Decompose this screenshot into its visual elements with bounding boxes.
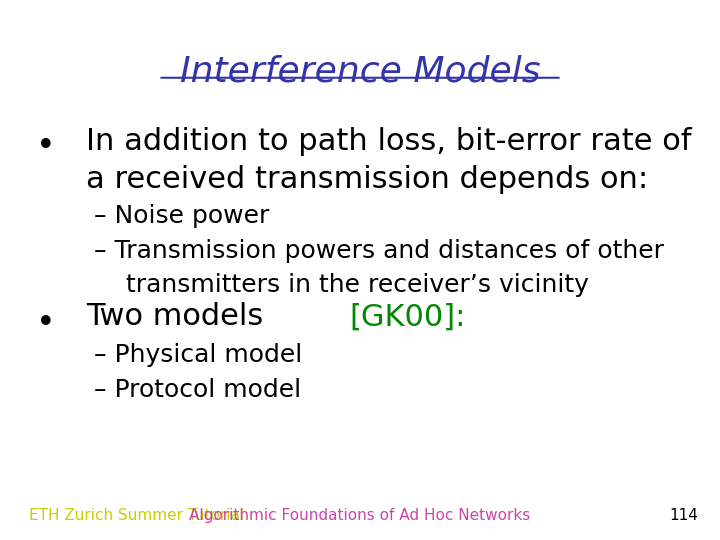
Text: 114: 114 xyxy=(670,508,698,523)
Text: transmitters in the receiver’s vicinity: transmitters in the receiver’s vicinity xyxy=(94,273,588,297)
Text: [GK00]:: [GK00]: xyxy=(349,302,466,332)
Text: ETH Zurich Summer Tutorial: ETH Zurich Summer Tutorial xyxy=(29,508,244,523)
Text: – Noise power: – Noise power xyxy=(94,204,269,228)
Text: – Physical model: – Physical model xyxy=(94,343,302,367)
Text: Algorithmic Foundations of Ad Hoc Networks: Algorithmic Foundations of Ad Hoc Networ… xyxy=(189,508,531,523)
Text: •: • xyxy=(36,307,55,340)
Text: a received transmission depends on:: a received transmission depends on: xyxy=(86,165,649,194)
Text: Interference Models: Interference Models xyxy=(180,54,540,88)
Text: In addition to path loss, bit-error rate of: In addition to path loss, bit-error rate… xyxy=(86,127,692,156)
Text: Two models: Two models xyxy=(86,302,274,332)
Text: – Transmission powers and distances of other: – Transmission powers and distances of o… xyxy=(94,239,664,262)
Text: •: • xyxy=(36,130,55,163)
Text: – Protocol model: – Protocol model xyxy=(94,378,301,402)
